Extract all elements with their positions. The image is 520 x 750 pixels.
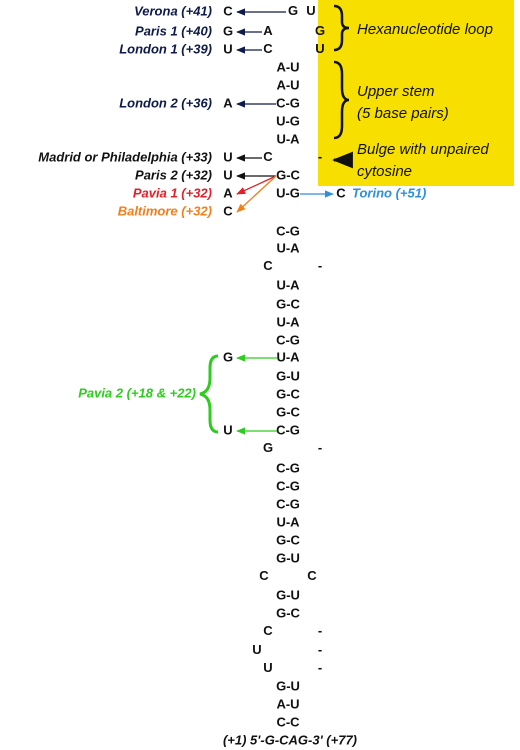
annotation: cytosine [357, 163, 412, 180]
variant-label: London 1 (+39) [119, 41, 212, 56]
base-pair: U-A [276, 131, 300, 146]
variant-base: A [223, 185, 233, 200]
base-pair: G-C [276, 167, 300, 182]
base-pair: A-U [276, 77, 299, 92]
variant-base: C [223, 3, 233, 18]
variant-label: London 2 (+36) [119, 95, 212, 110]
base-pair: G-C [276, 532, 300, 547]
base-pair: C-C [276, 714, 300, 729]
unpaired-bases: C- [263, 258, 322, 273]
base-pair: G-U [276, 587, 300, 602]
variant-base: G [223, 23, 233, 38]
variant-label: Paris 2 (+32) [135, 167, 212, 182]
base-pair: G-C [276, 386, 300, 401]
brace [199, 354, 219, 434]
variant-label: Paris 1 (+40) [135, 23, 212, 38]
base-pair: G-U [276, 368, 300, 383]
variant-base: A [223, 95, 233, 110]
unpaired-bases: C- [263, 149, 322, 164]
annotation: Upper stem [357, 83, 435, 100]
brace [333, 4, 350, 52]
variant-label: Baltimore (+32) [118, 203, 212, 218]
brace [333, 60, 350, 140]
unpaired-bases: U- [252, 642, 322, 657]
variant-label: Pavia 1 (+32) [133, 185, 212, 200]
base-pair: C-G [276, 496, 300, 511]
base-pair: A-U [276, 59, 299, 74]
variant-base: C [336, 185, 346, 200]
annotation: (5 base pairs) [357, 105, 449, 122]
base-pair: U-A [276, 277, 300, 292]
base-pair: G-C [276, 404, 300, 419]
base-pair: U-G [276, 185, 300, 200]
strand-ends: (+1) 5'-G-CAG-3' (+77) [223, 732, 357, 747]
arrow [236, 175, 277, 213]
variant-label: Pavia 2 (+18 & +22) [78, 385, 196, 400]
variant-label: Verona (+41) [134, 3, 212, 18]
base-pair: G-U [276, 678, 300, 693]
base-pair: G-U [276, 550, 300, 565]
variant-label: Madrid or Philadelphia (+33) [38, 149, 212, 164]
base-pair: G-C [276, 605, 300, 620]
variant-base: U [223, 167, 232, 182]
variant-base: U [223, 41, 232, 56]
variant-base: G [223, 349, 233, 364]
variant-base: U [223, 149, 232, 164]
variant-base: U [223, 422, 232, 437]
annotation: Bulge with unpaired [357, 141, 489, 158]
base-pair: A-U [276, 696, 299, 711]
variant-base: C [223, 203, 233, 218]
base-pair: U-A [276, 514, 300, 529]
base-pair: C-G [276, 332, 300, 347]
unpaired-bases: U- [263, 660, 322, 675]
base-pair: U-A [276, 314, 300, 329]
base-pair: U-A [276, 349, 300, 364]
base-pair: G-C [276, 296, 300, 311]
base-pair: C-G [276, 422, 300, 437]
base-pair: U-G [276, 113, 300, 128]
unpaired-bases: G- [263, 440, 322, 455]
arrow [236, 175, 277, 195]
unpaired-bases: C- [263, 623, 322, 638]
variant-label: Torino (+51) [352, 185, 426, 200]
base-pair: C-G [276, 478, 300, 493]
base-pair: C-G [276, 223, 300, 238]
base-pair: U-A [276, 240, 300, 255]
annotation: Hexanucleotide loop [357, 21, 493, 38]
base-pair: C-G [276, 95, 300, 110]
base-pair: C-G [276, 460, 300, 475]
